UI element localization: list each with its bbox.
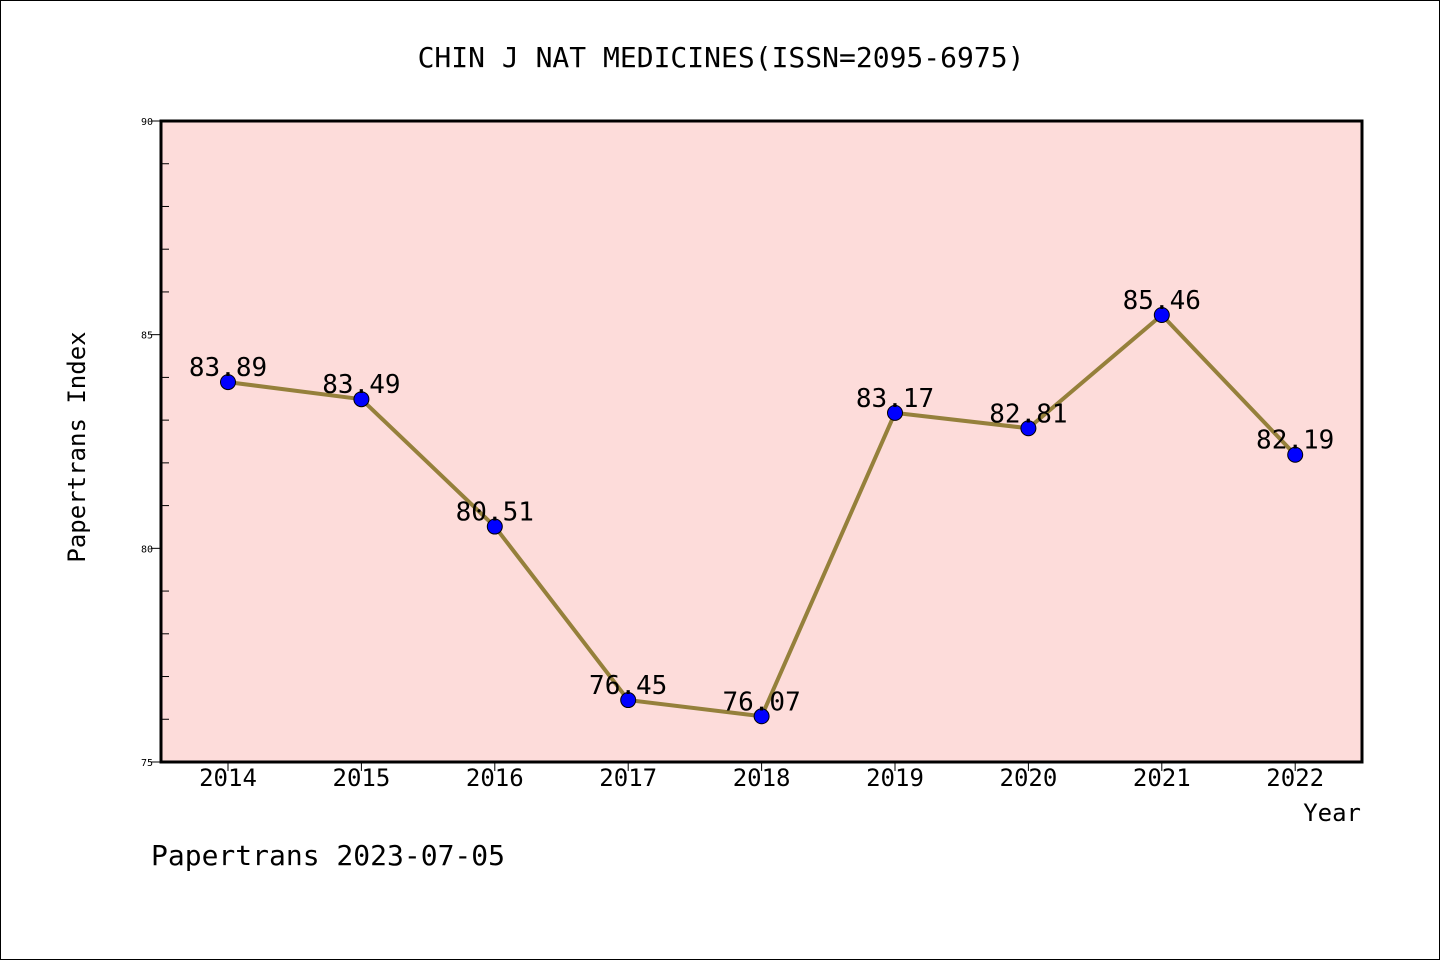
- data-point: [1020, 420, 1037, 437]
- data-point: [887, 404, 903, 421]
- data-point: [1287, 446, 1304, 463]
- x-tick-label: 2018: [733, 764, 791, 792]
- x-tick-label: 2014: [199, 764, 257, 792]
- data-point: [486, 518, 503, 535]
- data-point: [753, 708, 770, 725]
- data-point: [620, 692, 637, 709]
- x-tick-label: 2021: [1133, 764, 1191, 792]
- x-tick-label: 2015: [333, 764, 391, 792]
- x-tick-label: 2020: [1000, 764, 1058, 792]
- data-markers: [220, 307, 1304, 725]
- data-point: [1153, 307, 1170, 324]
- x-tick-label: 2019: [866, 764, 924, 792]
- data-labels: 83.89 83.49 80.51 76.45 76.07 83.17 82.81 85.46…: [189, 286, 1334, 717]
- footer-text: Papertrans 2023-07-05: [151, 839, 505, 872]
- x-tick-label: 2016: [466, 764, 524, 792]
- plot-area: [161, 121, 1362, 762]
- x-tick-label: 2017: [599, 764, 657, 792]
- y-tick-label: 85: [141, 331, 153, 342]
- data-point: [220, 374, 236, 391]
- y-tick-label: 75: [141, 758, 153, 769]
- data-label: 83.89: [189, 353, 267, 383]
- data-label: 76.07: [722, 687, 800, 717]
- x-axis-title: Year: [1303, 799, 1361, 827]
- data-label: 83.49: [322, 370, 400, 400]
- x-axis-ticks: 2014 2015 2016 2017 2018 2019 2020 2021 2022: [199, 762, 1324, 792]
- data-label: 85.46: [1123, 286, 1201, 316]
- data-label: 80.51: [456, 498, 534, 528]
- plot-border: [159, 119, 1364, 764]
- data-label: 76.45: [589, 671, 667, 701]
- y-tick-label: 90: [141, 117, 153, 128]
- y-tick-label: 80: [141, 544, 153, 555]
- chart-title: CHIN J NAT MEDICINES(ISSN=2095-6975): [418, 41, 1025, 74]
- y-axis-title: Papertrans Index: [63, 331, 91, 562]
- data-point: [353, 391, 370, 408]
- data-label: 83.17: [856, 384, 934, 414]
- data-label: 82.19: [1256, 426, 1334, 456]
- x-tick-label: 2022: [1266, 764, 1324, 792]
- data-label: 82.81: [989, 399, 1067, 429]
